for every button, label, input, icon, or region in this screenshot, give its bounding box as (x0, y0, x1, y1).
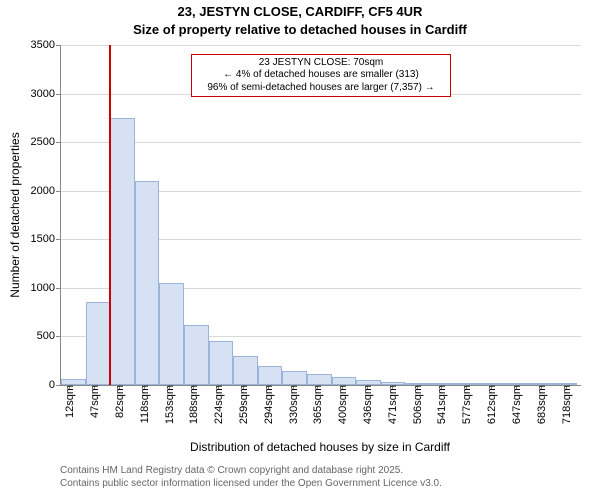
ytick-label: 1000 (31, 282, 61, 294)
histogram-bar (233, 356, 258, 385)
xtick-label: 577sqm (459, 385, 473, 424)
reference-line (109, 45, 111, 385)
xtick-label: 188sqm (186, 385, 200, 424)
histogram-chart: 23, JESTYN CLOSE, CARDIFF, CF5 4UR Size … (0, 0, 600, 500)
xtick-label: 541sqm (434, 385, 448, 424)
footnote-line2: Contains public sector information licen… (60, 478, 442, 491)
histogram-bar (159, 283, 184, 385)
histogram-bar (209, 341, 234, 385)
xtick-label: 224sqm (211, 385, 225, 424)
histogram-bar (258, 366, 283, 385)
xtick-label: 683sqm (534, 385, 548, 424)
ytick-label: 500 (37, 330, 61, 342)
histogram-bar (135, 181, 160, 385)
footnote: Contains HM Land Registry data © Crown c… (60, 465, 442, 490)
xtick-label: 118sqm (137, 385, 151, 423)
xtick-label: 259sqm (236, 385, 250, 424)
ytick-label: 2500 (31, 136, 61, 148)
xtick-label: 294sqm (261, 385, 275, 424)
xtick-label: 47sqm (87, 385, 101, 418)
histogram-bar (282, 371, 307, 385)
xtick-label: 436sqm (360, 385, 374, 424)
histogram-bar (184, 325, 209, 385)
histogram-bar (86, 302, 111, 385)
xtick-label: 400sqm (335, 385, 349, 424)
callout-line3: 96% of semi-detached houses are larger (… (196, 82, 446, 95)
gridline (61, 45, 581, 46)
xtick-label: 12sqm (62, 385, 76, 418)
callout-box: 23 JESTYN CLOSE: 70sqm← 4% of detached h… (191, 54, 451, 98)
xtick-label: 718sqm (559, 385, 573, 424)
xtick-label: 82sqm (112, 385, 126, 418)
plot-area: 050010001500200025003000350012sqm47sqm82… (60, 45, 581, 386)
ytick-label: 1500 (31, 233, 61, 245)
histogram-bar (110, 118, 135, 385)
xtick-label: 506sqm (410, 385, 424, 424)
xtick-label: 647sqm (509, 385, 523, 424)
ytick-label: 3000 (31, 88, 61, 100)
histogram-bar (307, 374, 332, 385)
gridline (61, 142, 581, 143)
histogram-bar (332, 377, 357, 385)
xtick-label: 471sqm (385, 385, 399, 424)
ytick-label: 2000 (31, 185, 61, 197)
callout-line1: 23 JESTYN CLOSE: 70sqm (196, 57, 446, 70)
ytick-label: 3500 (31, 39, 61, 51)
y-axis-label: Number of detached properties (8, 132, 22, 297)
xtick-label: 153sqm (162, 385, 176, 424)
chart-title-line2: Size of property relative to detached ho… (0, 22, 600, 37)
xtick-label: 612sqm (484, 385, 498, 424)
xtick-label: 365sqm (310, 385, 324, 424)
x-axis-label: Distribution of detached houses by size … (190, 440, 450, 454)
ytick-label: 0 (49, 379, 61, 391)
chart-title-line1: 23, JESTYN CLOSE, CARDIFF, CF5 4UR (0, 4, 600, 19)
callout-line2: ← 4% of detached houses are smaller (313… (196, 69, 446, 82)
footnote-line1: Contains HM Land Registry data © Crown c… (60, 465, 442, 478)
xtick-label: 330sqm (286, 385, 300, 424)
